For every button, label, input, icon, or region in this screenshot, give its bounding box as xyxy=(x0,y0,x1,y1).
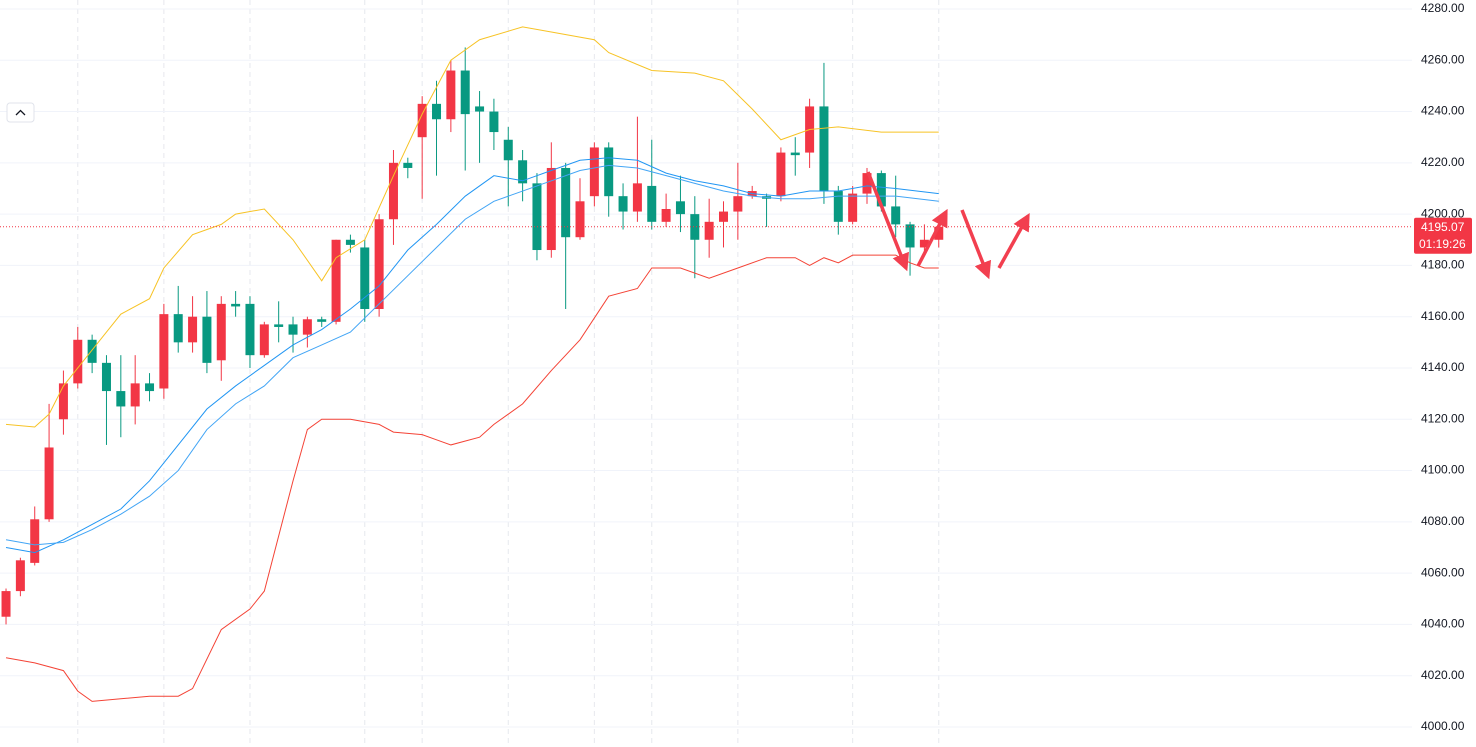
candle-body xyxy=(388,162,398,220)
candle-body xyxy=(432,103,442,120)
indicator-line xyxy=(5,164,939,546)
grid xyxy=(0,0,1412,747)
candle-body xyxy=(1,591,11,617)
arrows xyxy=(866,171,1030,280)
candle-body xyxy=(891,206,901,225)
candle-body xyxy=(661,208,671,222)
candle-body xyxy=(216,303,226,361)
candle-body xyxy=(561,167,571,238)
candle-body xyxy=(618,196,628,212)
y-tick-label: 4100.00 xyxy=(1421,463,1465,477)
arrow xyxy=(866,171,909,272)
candle-body xyxy=(489,111,499,133)
candle-body xyxy=(518,160,528,184)
candle-body xyxy=(58,383,68,420)
candle-body xyxy=(719,211,729,222)
candle-body xyxy=(317,319,327,322)
candle-body xyxy=(589,147,599,197)
candle-body xyxy=(532,183,542,251)
candle-body xyxy=(934,226,944,240)
y-tick-label: 4260.00 xyxy=(1421,52,1465,66)
candle-body xyxy=(145,383,155,392)
y-tick-label: 4220.00 xyxy=(1421,155,1465,169)
candle-body xyxy=(733,196,743,212)
candle-body xyxy=(460,70,470,115)
candle-body xyxy=(848,193,858,222)
candle-body xyxy=(101,362,111,392)
y-tick-label: 4200.00 xyxy=(1421,206,1465,220)
countdown-label: 01:19:26 xyxy=(1419,237,1466,251)
y-tick-label: 4240.00 xyxy=(1421,104,1465,118)
arrow xyxy=(997,212,1030,269)
plot xyxy=(0,26,1412,702)
axis-background xyxy=(1412,0,1476,747)
candle-body xyxy=(173,314,183,343)
candle-body xyxy=(374,219,384,310)
y-tick-label: 4120.00 xyxy=(1421,411,1465,425)
candle-body xyxy=(417,103,427,138)
y-tick-label: 4060.00 xyxy=(1421,565,1465,579)
arrow xyxy=(960,209,992,280)
candle-body xyxy=(546,167,556,251)
candle-body xyxy=(876,173,886,207)
last-price-tag xyxy=(1414,217,1472,254)
last-price-label: 4195.07 xyxy=(1421,220,1465,234)
candle-body xyxy=(159,314,169,389)
candle-body xyxy=(44,447,54,520)
candle-body xyxy=(690,214,700,240)
candle-body xyxy=(833,191,843,222)
candle-body xyxy=(647,185,657,222)
indicator-line xyxy=(5,157,939,554)
y-tick-label: 4000.00 xyxy=(1421,719,1465,733)
indicator-line xyxy=(5,254,939,702)
candle-body xyxy=(632,183,642,212)
candle-body xyxy=(30,519,40,563)
candle-body xyxy=(288,324,298,335)
candle-body xyxy=(116,391,126,407)
candle-body xyxy=(231,303,241,307)
candle-body xyxy=(919,239,929,248)
candle-body xyxy=(360,247,370,310)
candle-body xyxy=(475,106,485,112)
indicator-line xyxy=(5,26,939,428)
y-tick-label: 4020.00 xyxy=(1421,668,1465,682)
candle-body xyxy=(202,316,212,363)
y-tick-label: 4280.00 xyxy=(1421,1,1465,15)
candle-body xyxy=(331,239,341,322)
y-tick-label: 4080.00 xyxy=(1421,514,1465,528)
y-tick-label: 4180.00 xyxy=(1421,258,1465,272)
candle-body xyxy=(274,324,284,327)
candle-body xyxy=(675,201,685,215)
candle-body xyxy=(245,303,255,356)
candle-body xyxy=(15,560,25,592)
candle-body xyxy=(704,221,714,240)
candle-body xyxy=(819,106,829,192)
candle-body xyxy=(403,162,413,168)
candle-body xyxy=(503,139,513,161)
candle-body xyxy=(188,316,198,343)
y-tick-label: 4160.00 xyxy=(1421,309,1465,323)
y-tick-label: 4040.00 xyxy=(1421,617,1465,631)
candle-body xyxy=(302,319,312,335)
candle-body xyxy=(73,339,83,384)
candle-body xyxy=(862,173,872,194)
candle-body xyxy=(446,70,456,120)
candle-body xyxy=(790,152,800,156)
candle-body xyxy=(905,224,915,248)
candle-body xyxy=(604,147,614,197)
candle-body xyxy=(776,152,786,197)
arrow xyxy=(916,208,948,267)
collapse-button[interactable] xyxy=(6,102,35,123)
candle-body xyxy=(130,383,140,407)
price-axis: 4000.00 4020.00 4040.00 4060.00 4080.00 4100.… xyxy=(1412,0,1476,747)
candle-body xyxy=(87,339,97,363)
candle-body xyxy=(345,239,355,245)
candle-body xyxy=(259,324,269,356)
y-tick-label: 4140.00 xyxy=(1421,360,1465,374)
candle-body xyxy=(575,201,585,238)
